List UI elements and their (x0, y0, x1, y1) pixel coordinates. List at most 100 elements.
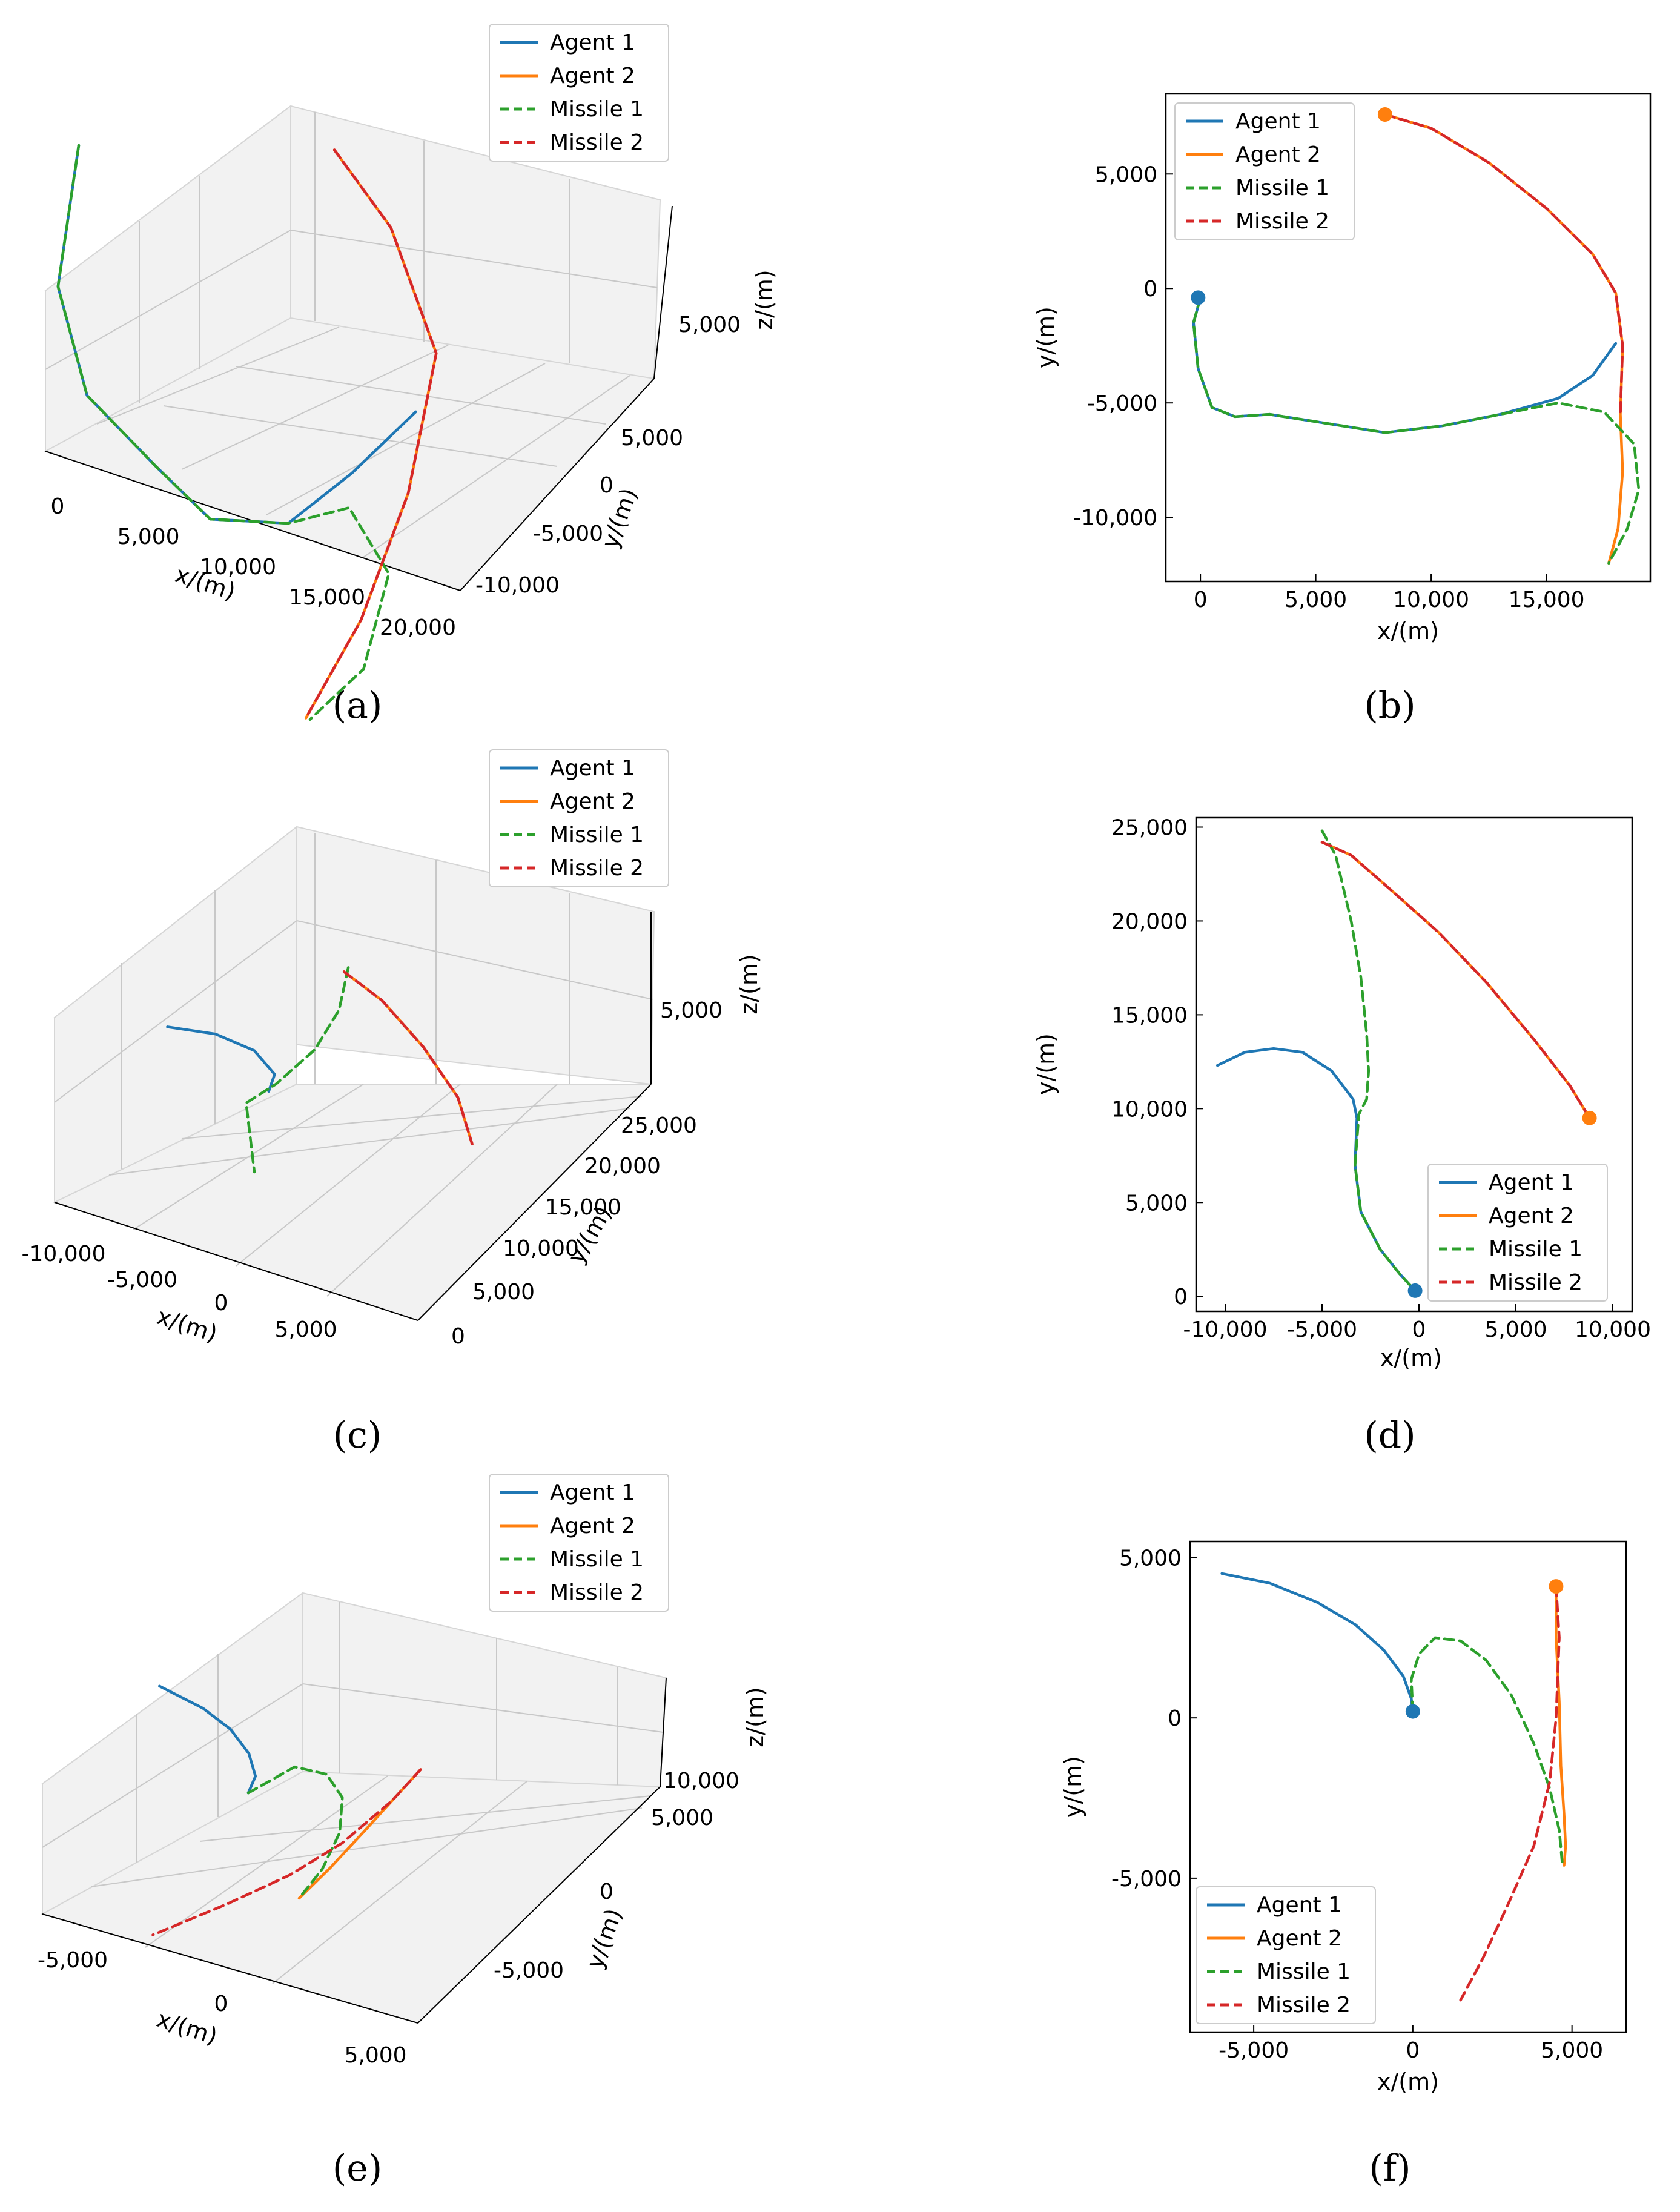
panel-a-caption: (a) (332, 684, 383, 727)
panel-f-legend-agent1: Agent 1 (1257, 1893, 1342, 1918)
panel-a-legend-agent1: Agent 1 (550, 30, 635, 55)
panel-f: -5,000 0 5,000 5,000 0 -5,000 x/(m) y/(m) Age… (1060, 1540, 1627, 2190)
panel-d-legend-missile2: Missile 2 (1489, 1270, 1582, 1295)
panel-f-y-tick-1: 0 (1168, 1706, 1182, 1731)
panel-a-legend-box (489, 24, 669, 162)
panel-e-legend: Agent 1 Agent 2 Missile 1 Missile 2 (489, 1474, 669, 1612)
panel-a: 0 5,000 10,000 15,000 20,000 x/(m) -10,0… (44, 24, 778, 727)
panel-e-x-tick-2: 5,000 (344, 2043, 406, 2068)
panel-c-zlabel: z/(m) (736, 954, 762, 1014)
panel-a-legend-agent2: Agent 2 (550, 64, 635, 88)
panel-c-y-tick-3: 15,000 (545, 1195, 621, 1220)
panel-c-legend: Agent 1 Agent 2 Missile 1 Missile 2 (489, 749, 669, 887)
panel-f-legend: Agent 1 Agent 2 Missile 1 Missile 2 (1196, 1886, 1376, 2024)
panel-c-legend-missile1: Missile 1 (550, 823, 644, 847)
panel-d-ylabel: y/(m) (1033, 1033, 1059, 1095)
panel-e-series (151, 1684, 422, 1936)
panel-f-series-missile1 (1410, 1636, 1564, 1867)
panel-f-caption: (f) (1369, 2147, 1410, 2190)
panel-e-xlabel: x/(m) (154, 2005, 221, 2050)
panel-c-x-axis (54, 1202, 418, 1321)
panel-d-y-tick-3: 15,000 (1111, 1003, 1188, 1028)
panel-a-x-tick-2: 10,000 (200, 555, 276, 580)
panel-f-y-tick-2: -5,000 (1111, 1867, 1182, 1892)
panel-d-x-tick-2: 0 (1412, 1317, 1426, 1342)
panel-a-y-tick-1: -5,000 (533, 522, 603, 546)
panel-e-x-tick-1: 0 (214, 1992, 228, 2016)
panel-e-legend-missile1: Missile 1 (550, 1547, 644, 1572)
panel-c-series-missile2 (342, 970, 474, 1146)
panel-c-x-tick-1: -5,000 (107, 1268, 177, 1293)
panel-b-plot: 0 5,000 10,000 15,000 5,000 0 -5,000 -10,000 (1073, 107, 1641, 612)
panel-d-start-marker-agent1 (1407, 1283, 1423, 1298)
panel-c-xlabel: x/(m) (154, 1303, 221, 1347)
panel-b-y-tick-1: 0 (1143, 277, 1157, 302)
panel-a-series (56, 144, 438, 721)
panel-b-x-tick-3: 15,000 (1509, 588, 1585, 612)
panel-b-start-marker-agent2 (1377, 107, 1392, 122)
panel-e-series-agent1 (158, 1684, 257, 1795)
panel-b-legend-box (1174, 102, 1355, 240)
panel-d-y-tick-2: 10,000 (1111, 1097, 1188, 1122)
panel-d-legend-box (1427, 1164, 1608, 1302)
panel-a-x-tick-1: 5,000 (117, 525, 179, 549)
panel-b-axes-frame (1165, 93, 1652, 583)
panel-e-y-tick-2: 5,000 (651, 1806, 713, 1830)
panel-b-ylabel: y/(m) (1033, 306, 1059, 368)
panel-b-legend-missile2: Missile 2 (1235, 209, 1329, 234)
panel-d-series-missile1 (1320, 829, 1417, 1293)
panel-f-xlabel: x/(m) (1377, 2068, 1439, 2095)
panel-a-y-tick-0: -10,000 (475, 573, 560, 598)
panel-f-legend-box (1196, 1886, 1376, 2024)
panel-b-x-tick-0: 0 (1194, 588, 1208, 612)
panel-e-z-tick-0: 10,000 (663, 1769, 739, 1793)
panel-d-xlabel: x/(m) (1380, 1345, 1442, 1371)
panel-e-series-missile2 (151, 1768, 422, 1936)
panel-f-ylabel: y/(m) (1060, 1756, 1086, 1818)
panel-a-y-axis (460, 378, 655, 591)
panel-e-legend-box (489, 1474, 669, 1612)
panel-e-series-agent2 (297, 1768, 422, 1900)
panel-d-y-tick-4: 20,000 (1111, 909, 1188, 934)
panel-c-y-tick-0: 0 (451, 1324, 465, 1349)
panel-a-z-tick-0: 5,000 (678, 313, 741, 337)
panel-f-series-agent1 (1220, 1572, 1415, 1713)
panel-a-x-tick-4: 20,000 (380, 615, 456, 640)
panel-a-y-tick-2: 0 (600, 473, 613, 498)
panel-f-legend-agent2: Agent 2 (1257, 1926, 1342, 1951)
panel-e-y-axis (417, 1786, 661, 2024)
panel-b-y-tick-0: 5,000 (1095, 162, 1157, 187)
panel-b-legend-agent1: Agent 1 (1235, 109, 1321, 134)
panel-d-series-agent1 (1215, 1047, 1417, 1293)
panel-d-x-tick-1: -5,000 (1287, 1317, 1357, 1342)
panel-b-x-tick-2: 10,000 (1393, 588, 1469, 612)
panel-d-series-missile2 (1320, 841, 1591, 1120)
panel-b-legend-missile1: Missile 1 (1235, 176, 1329, 200)
panel-d-y-tick-0: 0 (1174, 1285, 1188, 1310)
panel-d-caption: (d) (1364, 1414, 1415, 1457)
panel-c: -10,000 -5,000 0 5,000 x/(m) 0 5,000 10,… (22, 749, 762, 1457)
panel-a-legend-missile2: Missile 2 (550, 130, 644, 155)
panel-b-series-agent1 (1192, 296, 1618, 434)
panel-b-series-agent2 (1383, 113, 1624, 565)
panel-e-legend-agent1: Agent 1 (550, 1480, 635, 1505)
panel-d-x-tick-4: 10,000 (1575, 1317, 1651, 1342)
panel-b-caption: (b) (1364, 684, 1415, 727)
panel-c-series-missile1 (245, 966, 350, 1174)
panel-d: -10,000 -5,000 0 5,000 10,000 0 5,000 10,000 15,… (1033, 815, 1651, 1457)
panel-e-ylabel: y/(m) (581, 1905, 627, 1972)
panel-b-xlabel: x/(m) (1377, 618, 1439, 644)
panel-a-zlabel: z/(m) (751, 270, 778, 329)
panel-a-legend-missile1: Missile 1 (550, 97, 644, 122)
panel-b: 0 5,000 10,000 15,000 5,000 0 -5,000 -10,000 x/… (1033, 93, 1652, 727)
panel-f-x-tick-2: 5,000 (1541, 2038, 1603, 2063)
panel-c-y-axis (417, 1084, 652, 1321)
panel-f-start-marker-agent2 (1549, 1579, 1564, 1594)
panel-e-x-axis (42, 1913, 418, 2024)
panel-c-legend-agent2: Agent 2 (550, 789, 635, 814)
panel-e-z-axis (660, 1677, 667, 1787)
panel-b-series-missile2 (1383, 113, 1624, 416)
panel-a-legend: Agent 1 Agent 2 Missile 1 Missile 2 (489, 24, 669, 162)
panel-b-x-tick-1: 5,000 (1285, 588, 1347, 612)
